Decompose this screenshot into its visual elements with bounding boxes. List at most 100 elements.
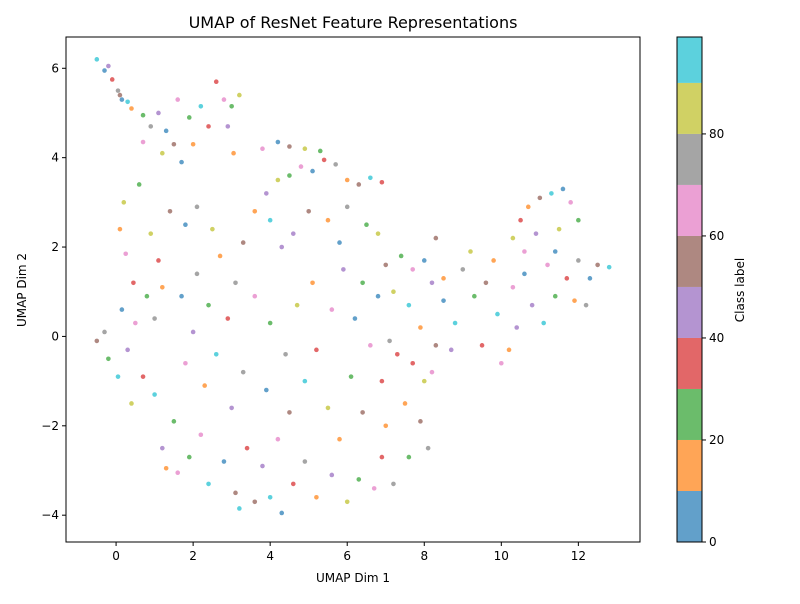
scatter-point — [221, 459, 227, 464]
scatter-point — [421, 258, 427, 263]
scatter-point — [514, 325, 520, 330]
scatter-point — [298, 164, 304, 169]
scatter-point — [344, 499, 350, 505]
scatter-point — [418, 419, 423, 424]
colorbar-tick-label: 80 — [709, 127, 724, 141]
scatter-point — [402, 401, 408, 406]
scatter-point — [129, 401, 134, 406]
colorbar-segment — [677, 82, 702, 134]
scatter-point — [287, 173, 292, 178]
colorbar-segment — [677, 235, 702, 287]
scatter-point — [387, 338, 392, 344]
scatter-point — [190, 329, 196, 335]
scatter-point — [229, 103, 234, 109]
scatter-point — [576, 258, 581, 263]
y-tick-label: 0 — [51, 329, 59, 343]
scatter-point — [225, 316, 231, 321]
scatter-point — [206, 481, 211, 487]
scatter-point — [279, 244, 285, 250]
scatter-point — [229, 405, 234, 411]
scatter-point — [109, 77, 115, 82]
scatter-point — [545, 262, 550, 268]
scatter-point — [206, 302, 211, 308]
y-tick-label: −4 — [41, 508, 59, 522]
scatter-point — [171, 141, 177, 147]
scatter-point — [583, 302, 589, 308]
scatter-point — [433, 235, 439, 241]
scatter-point — [94, 338, 100, 344]
scatter-point — [337, 436, 342, 442]
scatter-point — [140, 139, 146, 145]
scatter-point — [329, 472, 335, 478]
scatter-point — [499, 360, 504, 366]
scatter-point — [148, 231, 154, 236]
x-tick-label: 10 — [494, 549, 509, 563]
scatter-point — [106, 356, 111, 362]
scatter-point — [356, 477, 362, 482]
scatter-point — [302, 459, 308, 464]
scatter-point — [302, 146, 308, 152]
scatter-point — [479, 343, 485, 348]
scatter-point — [525, 204, 531, 210]
scatter-point — [233, 280, 238, 286]
scatter-point — [260, 463, 265, 469]
x-axis-label: UMAP Dim 1 — [316, 571, 390, 585]
scatter-point — [275, 139, 281, 145]
scatter-point — [391, 289, 396, 295]
scatter-point — [383, 423, 389, 429]
scatter-point — [194, 204, 200, 210]
scatter-point — [329, 307, 335, 312]
scatter-point — [160, 284, 165, 290]
scatter-point — [156, 258, 161, 263]
scatter-point — [448, 347, 454, 353]
scatter-point — [360, 280, 365, 286]
scatter-point — [198, 103, 204, 109]
scatter-point — [102, 68, 107, 73]
scatter-point — [576, 217, 581, 223]
scatter-point — [395, 352, 400, 357]
scatter-point — [375, 293, 381, 299]
x-tick-label: 2 — [189, 549, 197, 563]
x-tick-label: 4 — [266, 549, 274, 563]
scatter-point — [337, 240, 342, 245]
scatter-point — [290, 231, 296, 236]
scatter-point — [106, 63, 111, 69]
scatter-point — [606, 264, 612, 270]
y-axis: −4 −2 0 2 4 6 — [41, 61, 66, 522]
scatter-point — [279, 510, 285, 516]
colorbar-segment — [677, 439, 702, 491]
scatter-point — [237, 506, 242, 511]
scatter-point — [441, 276, 446, 281]
scatter-point — [210, 226, 215, 232]
scatter-point — [371, 486, 377, 491]
scatter-point — [433, 343, 439, 348]
scatter-point — [360, 410, 365, 415]
scatter-point — [233, 490, 238, 496]
scatter-point — [152, 392, 157, 397]
scatter-point — [529, 302, 535, 308]
scatter-point — [541, 320, 546, 326]
scatter-point — [136, 182, 142, 187]
scatter-point — [117, 92, 123, 98]
x-tick-label: 0 — [112, 549, 120, 563]
scatter-point — [344, 204, 350, 210]
scatter-point — [119, 307, 125, 312]
scatter-point — [152, 316, 157, 321]
colorbar-segment — [677, 388, 702, 440]
scatter-point — [356, 182, 362, 187]
colorbar-segment — [677, 184, 702, 236]
scatter-point — [133, 320, 138, 326]
scatter-point — [102, 329, 107, 335]
scatter-point — [379, 378, 385, 384]
scatter-point — [560, 186, 566, 192]
scatter-point — [348, 374, 354, 379]
scatter-point — [495, 311, 500, 317]
colorbar-tick-label: 40 — [709, 331, 724, 345]
scatter-point — [572, 298, 577, 303]
colorbar-segment — [677, 490, 702, 542]
scatter-point — [131, 280, 136, 286]
scatter-point — [244, 445, 250, 451]
y-tick-label: 2 — [51, 240, 59, 254]
